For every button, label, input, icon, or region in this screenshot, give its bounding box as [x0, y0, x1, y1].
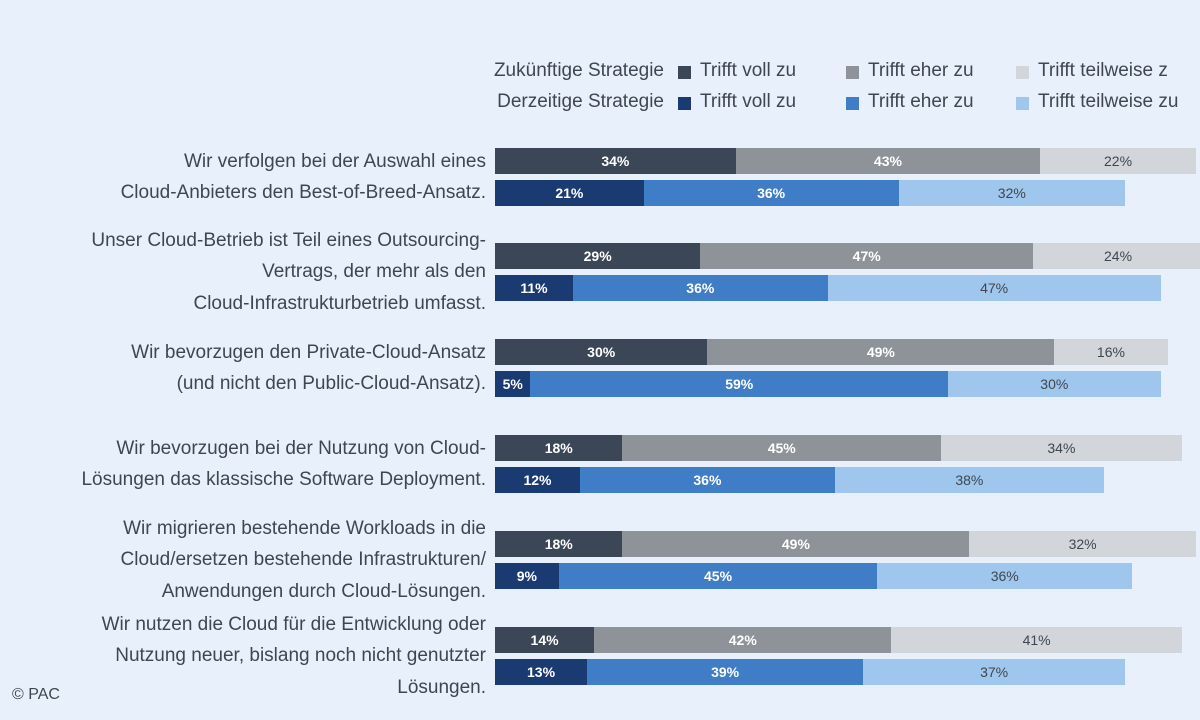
bar-segment-current: 5%	[495, 371, 531, 397]
bar-segment-current: 36%	[877, 563, 1133, 589]
bar-segment-future: 49%	[622, 531, 970, 557]
bar-segment-future: 47%	[700, 243, 1034, 269]
category-label-line: Nutzung neuer, bislang noch nicht genutz…	[115, 645, 486, 667]
bar-segment-current: 47%	[827, 275, 1161, 301]
bar-segment-future: 34%	[941, 435, 1182, 461]
bar-segment-future: 18%	[495, 531, 623, 557]
category-label-line: Cloud-Infrastrukturbetrieb umfasst.	[193, 292, 486, 314]
category-label-line: Wir verfolgen bei der Auswahl eines	[183, 150, 486, 172]
category-label-line: (und nicht den Public-Cloud-Ansatz).	[176, 373, 486, 394]
bar-segment-future: 16%	[1054, 339, 1168, 365]
category-label-line: Wir bevorzugen den Private-Cloud-Ansatz	[131, 341, 486, 363]
bar-segment-current: 32%	[898, 180, 1126, 206]
category-label: Wir migrieren bestehende Workloads in di…	[0, 513, 486, 608]
bar-segment-current: 13%	[495, 659, 588, 685]
bar-segment-future: 32%	[969, 531, 1196, 557]
category-label: Wir nutzen die Cloud für die Entwicklung…	[0, 609, 486, 704]
bar-segment-current: 38%	[834, 467, 1104, 493]
bar-segment-future: 22%	[1040, 148, 1196, 174]
bar-segment-current: 36%	[643, 180, 899, 206]
copyright-notice: © PAC	[12, 686, 60, 703]
bar-segment-current: 30%	[948, 371, 1161, 397]
bar-segment-future: 42%	[594, 627, 892, 653]
bar-segment-future: 34%	[495, 148, 736, 174]
legend-label: Trifft teilweise zu	[1038, 91, 1179, 112]
bar-segment-current: 21%	[495, 180, 644, 206]
category-label-line: Cloud/ersetzen bestehende Infrastrukture…	[120, 549, 486, 571]
legend-swatch	[678, 66, 691, 79]
bar-segment-current: 11%	[495, 275, 573, 301]
category-label-line: Vertrags, der mehr als den	[262, 261, 486, 283]
category-label: Wir verfolgen bei der Auswahl eines Cloud…	[0, 146, 486, 209]
legend-swatch	[846, 97, 859, 110]
bar-segment-current: 36%	[579, 467, 835, 493]
legend-swatch	[846, 66, 859, 79]
legend-swatch	[1016, 97, 1029, 110]
legend-label: Trifft eher zu	[868, 91, 974, 112]
bar-segment-current: 45%	[558, 563, 878, 589]
bar-segment-future: 29%	[495, 243, 701, 269]
category-label-line: Wir bevorzugen bei der Nutzung von Cloud…	[116, 437, 486, 459]
category-label-line: Wir migrieren bestehende Workloads in di…	[123, 517, 486, 539]
category-label: Unser Cloud-Betrieb ist Teil eines Outso…	[0, 225, 486, 320]
category-label: Wir bevorzugen bei der Nutzung von Cloud…	[0, 433, 486, 496]
category-label-line: Cloud-Anbieters den Best-of-Breed-Ansatz…	[120, 182, 486, 203]
bar-segment-current: 9%	[495, 563, 559, 589]
legend-swatch	[678, 97, 691, 110]
bar-segment-current: 37%	[863, 659, 1126, 685]
bar-segment-future: 30%	[495, 339, 708, 365]
bar-segment-future: 24%	[1033, 243, 1200, 269]
category-label-line: Wir nutzen die Cloud für die Entwicklung…	[101, 613, 486, 635]
legend-group-title: Derzeitige Strategie	[497, 91, 664, 112]
bar-segment-future: 45%	[622, 435, 942, 461]
category-label-line: Anwendungen durch Cloud-Lösungen.	[161, 580, 486, 602]
category-label-line: Lösungen das klassische Software Deploym…	[81, 469, 486, 490]
legend-label: Trifft voll zu	[700, 91, 797, 112]
legend-group-title: Zukünftige Strategie	[493, 60, 664, 81]
bar-segment-future: 49%	[707, 339, 1055, 365]
legend-swatch	[1016, 66, 1029, 79]
category-label: Wir bevorzugen den Private-Cloud-Ansatz (…	[0, 337, 486, 400]
category-label-line: Lösungen.	[397, 676, 486, 698]
bar-segment-future: 18%	[495, 435, 623, 461]
category-label-line: Unser Cloud-Betrieb ist Teil eines Outso…	[91, 229, 486, 251]
bar-segment-future: 43%	[735, 148, 1041, 174]
bar-segment-current: 12%	[495, 467, 580, 493]
bar-segment-future: 41%	[891, 627, 1182, 653]
legend-label: Trifft eher zu	[868, 60, 974, 81]
bar-segment-current: 36%	[572, 275, 828, 301]
bar-segment-current: 59%	[530, 371, 949, 397]
legend-label: Trifft teilweise z	[1038, 60, 1168, 81]
bar-segment-current: 39%	[587, 659, 864, 685]
legend-label: Trifft voll zu	[700, 60, 797, 81]
bar-segment-future: 14%	[495, 627, 595, 653]
